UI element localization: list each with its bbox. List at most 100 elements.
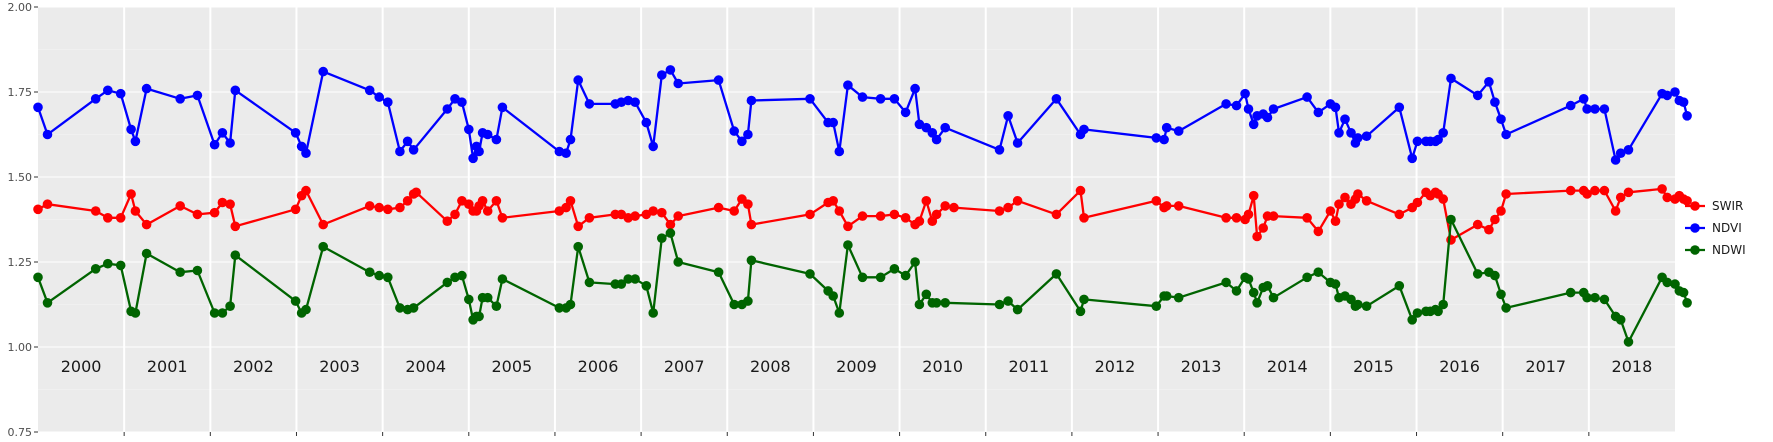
- ndvi-point: [1248, 119, 1259, 130]
- ndwi-point: [843, 240, 853, 250]
- year-label: 2018: [1612, 357, 1653, 376]
- ndwi-point: [374, 270, 385, 281]
- swir-point: [1252, 231, 1262, 242]
- ndvi-point: [408, 145, 419, 155]
- swir-point: [1173, 201, 1184, 211]
- swir-point: [1590, 185, 1600, 196]
- ndwi-point: [648, 308, 658, 318]
- ndwi-point: [1678, 287, 1689, 298]
- ndwi-point: [746, 255, 757, 266]
- swir-point: [630, 211, 640, 221]
- ndwi-point: [623, 274, 633, 284]
- year-label: 2014: [1267, 357, 1308, 376]
- ndwi-point: [1565, 287, 1576, 298]
- ndvi-point: [641, 117, 652, 128]
- swir-point: [1079, 213, 1089, 223]
- ndwi-point: [713, 267, 724, 278]
- ndvi-point: [828, 117, 838, 128]
- ndwi-point: [457, 270, 467, 281]
- ndvi-point: [126, 124, 136, 135]
- year-label: 2000: [61, 357, 102, 376]
- swir-point: [1151, 196, 1162, 206]
- ndwi-point: [1682, 298, 1692, 308]
- swir-point: [843, 221, 853, 232]
- ndvi-point: [1161, 122, 1172, 133]
- swir-point: [1472, 219, 1483, 230]
- ndvi-point: [584, 99, 595, 109]
- ndvi-point: [931, 134, 942, 145]
- ndvi-point: [1433, 134, 1443, 145]
- swir-point: [561, 202, 571, 213]
- ndvi-point: [561, 148, 571, 158]
- ndvi-point: [301, 148, 311, 158]
- legend: SWIR NDVI NDWI: [1685, 199, 1746, 257]
- swir-point: [1446, 235, 1456, 245]
- series-swir: [33, 184, 1692, 245]
- year-label: 2012: [1095, 357, 1136, 376]
- ndvi-point: [910, 83, 920, 94]
- series-group: [33, 65, 1692, 347]
- swir-point: [217, 197, 228, 208]
- y-tick-label: 2.00: [8, 1, 33, 14]
- ndvi-point: [296, 141, 307, 152]
- ndwi-point: [828, 291, 838, 301]
- swir-point: [175, 201, 185, 211]
- swir-point: [1615, 192, 1626, 203]
- year-labels: 2000 2001 2002 2003 2004 2005 2006 2007 2008 2009…: [61, 357, 1653, 376]
- ndwi-point: [301, 304, 311, 315]
- ndvi-point: [1394, 102, 1405, 113]
- ndvi-point: [464, 124, 474, 135]
- year-label: 2005: [492, 357, 533, 376]
- ndvi-point: [474, 146, 484, 157]
- ndvi-point: [630, 97, 640, 107]
- ndvi-point: [1565, 100, 1576, 111]
- ndwi-point: [42, 298, 53, 308]
- swir-point: [33, 204, 43, 215]
- ndwi-point: [395, 303, 405, 313]
- ndvi-point: [889, 94, 900, 104]
- swir-point: [875, 211, 886, 221]
- ndvi-point: [737, 136, 747, 147]
- ndwi-point: [1662, 277, 1672, 288]
- ndvi-point: [468, 153, 478, 164]
- ndwi-point: [1079, 294, 1089, 305]
- ndwi-point: [1231, 286, 1242, 296]
- ndwi-point: [141, 248, 152, 259]
- ndvi-point: [1623, 145, 1634, 155]
- ndwi-point: [565, 299, 576, 310]
- ndvi-point: [1407, 153, 1417, 164]
- ndwi-point: [940, 298, 950, 308]
- ndwi-point: [209, 308, 220, 318]
- ndwi-point: [33, 272, 43, 283]
- swir-point: [450, 209, 460, 220]
- swir-point: [931, 209, 942, 220]
- ndvi-point: [1262, 112, 1273, 123]
- ndwi-point: [1623, 337, 1634, 347]
- ndvi-point: [1615, 148, 1626, 158]
- swir-point: [994, 206, 1005, 216]
- swir-point: [1075, 185, 1086, 196]
- swir-point: [1248, 190, 1259, 201]
- ndwi-point: [217, 308, 228, 318]
- ndwi-point: [442, 277, 453, 288]
- ndvi-point: [192, 90, 203, 101]
- swir-point: [1662, 192, 1672, 203]
- y-tick-label: 1.75: [8, 86, 33, 99]
- ndwi-point: [994, 299, 1005, 310]
- y-tick-label: 1.50: [8, 171, 33, 184]
- ndvi-point: [1682, 111, 1692, 121]
- ndwi-point: [1161, 291, 1172, 301]
- swir-point: [374, 202, 385, 213]
- swir-point: [1313, 226, 1324, 237]
- ndvi-point: [940, 122, 950, 133]
- swir-point: [318, 219, 329, 230]
- ndwi-point: [630, 274, 640, 284]
- ndvi-point: [843, 80, 853, 90]
- y-tick-label: 1.00: [8, 341, 33, 354]
- swir-point: [1394, 209, 1405, 220]
- swir-point: [192, 209, 203, 220]
- ndwi-point: [1615, 315, 1626, 325]
- year-label: 2008: [750, 357, 791, 376]
- ndvi-point: [1159, 134, 1169, 145]
- ndvi-point: [1221, 99, 1231, 109]
